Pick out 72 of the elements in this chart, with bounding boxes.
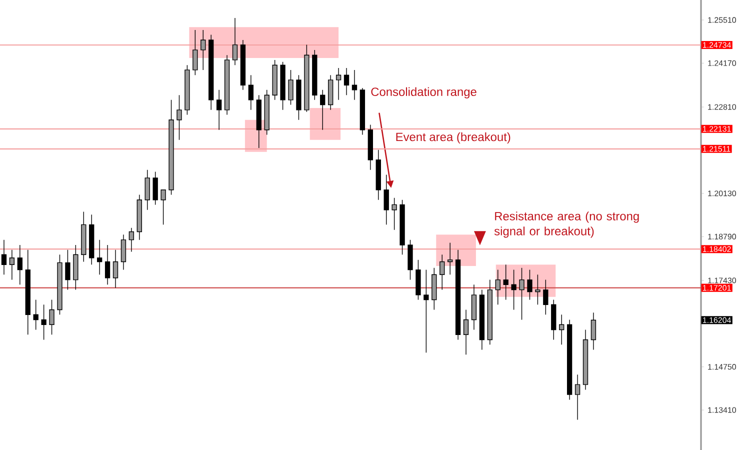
annotation: Resistance area (no strong signal or breakout) <box>494 212 639 238</box>
candlestick <box>200 30 206 70</box>
candlestick <box>208 34 214 110</box>
candlestick <box>256 94 262 148</box>
candlestick <box>566 319 572 400</box>
candlestick <box>89 214 94 265</box>
candlestick <box>432 268 437 310</box>
candlestick <box>57 254 62 315</box>
candlestick <box>328 74 334 110</box>
candlestick <box>9 249 15 280</box>
candlestick <box>320 90 326 130</box>
candlestick <box>272 60 278 100</box>
candlestick <box>264 90 270 136</box>
candlestick <box>248 74 254 110</box>
candlestick <box>376 150 381 200</box>
candlestick <box>96 239 102 275</box>
candlestick <box>304 44 310 112</box>
candlestick <box>416 259 421 300</box>
candlestick <box>232 18 238 66</box>
candlestick <box>527 269 532 300</box>
candlestick <box>296 74 302 120</box>
candlestick <box>519 268 524 320</box>
candlestick <box>73 244 78 290</box>
candlestick <box>495 269 500 305</box>
candlestick <box>168 100 174 196</box>
candlestick <box>392 198 397 230</box>
candlestick <box>408 239 413 280</box>
candlestick <box>120 234 126 270</box>
candlestick <box>240 40 246 90</box>
candlestick <box>551 299 556 340</box>
candlestick <box>487 279 492 345</box>
candlestick <box>280 62 286 110</box>
candlestick <box>344 68 350 96</box>
candlestick <box>455 249 461 340</box>
candlestick <box>1 239 7 275</box>
candlestick <box>288 70 294 106</box>
candlestick <box>352 70 358 100</box>
candlestick <box>471 284 477 330</box>
candlestick <box>368 124 373 170</box>
candlestick <box>17 244 22 285</box>
candlestick <box>128 228 134 252</box>
candlestick <box>440 254 445 290</box>
candlestick <box>479 289 485 350</box>
candlestick <box>160 190 166 226</box>
candlestick <box>176 94 182 140</box>
candlestick <box>574 374 580 420</box>
candlestick <box>384 174 389 226</box>
candlestick <box>192 30 198 76</box>
annotation: Consolidation range <box>371 87 476 98</box>
candlestick <box>448 242 453 275</box>
candlestick <box>152 171 158 206</box>
candlestick <box>463 309 469 355</box>
candlestick <box>49 299 54 335</box>
candlestick <box>360 88 366 136</box>
annotation: Event area (breakout) <box>396 132 510 144</box>
candlestick <box>224 54 230 116</box>
candlestick <box>216 90 222 130</box>
candlestick <box>25 249 30 335</box>
candlestick <box>112 249 118 288</box>
candlestick <box>336 68 342 100</box>
candlestick <box>590 312 596 350</box>
candlestick <box>81 211 86 262</box>
candlestick <box>582 329 588 390</box>
candlestick <box>104 244 110 285</box>
candlestick <box>65 249 70 290</box>
candlestick <box>312 50 318 100</box>
candlestick <box>543 279 548 315</box>
candlestick <box>136 194 142 240</box>
candlestick <box>144 170 150 210</box>
candlestick <box>400 200 405 255</box>
candlestick <box>41 304 46 340</box>
candlestick <box>184 64 190 116</box>
